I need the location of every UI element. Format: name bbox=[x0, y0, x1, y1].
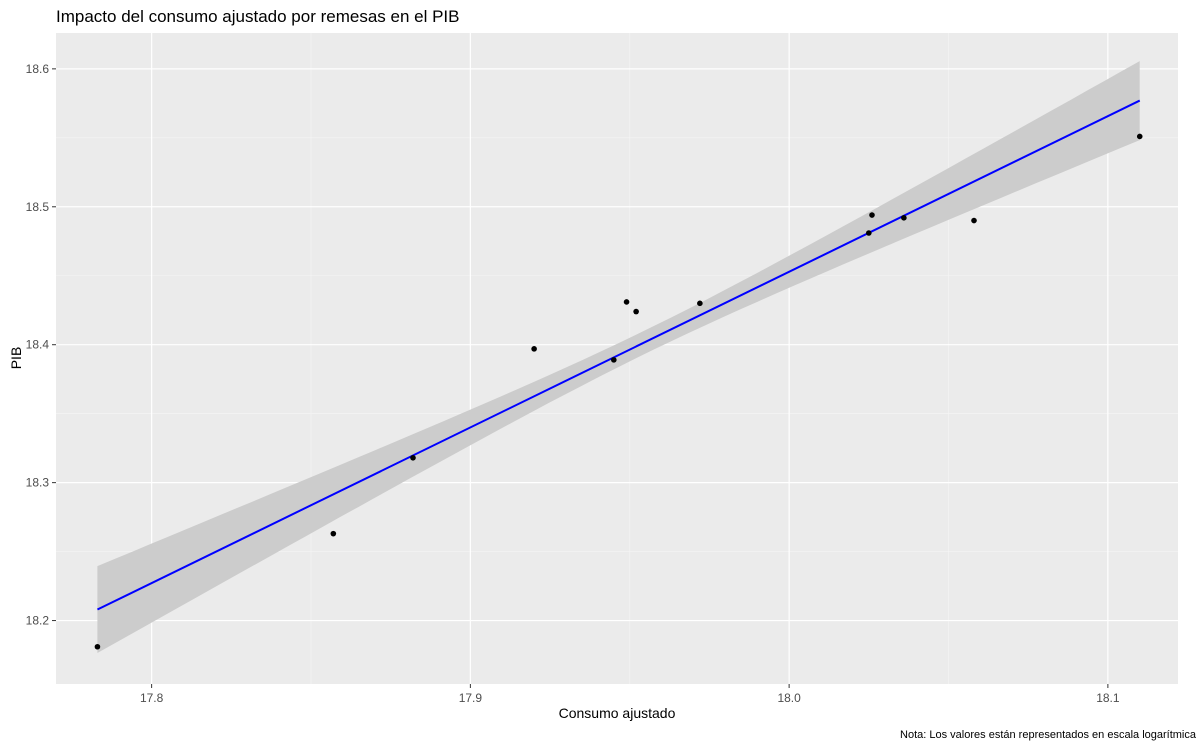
y-axis: 18.2 18.3 18.4 18.5 18.6 bbox=[26, 62, 56, 628]
regression-line bbox=[96, 99, 1141, 611]
data-point bbox=[901, 215, 907, 221]
x-axis-title: Consumo ajustado bbox=[558, 705, 676, 721]
chart-caption: Nota: Los valores están representados en… bbox=[900, 729, 1196, 741]
data-point bbox=[611, 357, 617, 363]
y-tick-label: 18.2 bbox=[26, 614, 50, 628]
data-points bbox=[94, 133, 1143, 650]
x-tick-label: 17.9 bbox=[459, 691, 483, 705]
chart-title: Impacto del consumo ajustado por remesas… bbox=[56, 7, 460, 26]
data-point bbox=[866, 230, 872, 236]
data-point bbox=[697, 300, 703, 307]
y-tick-label: 18.4 bbox=[26, 338, 50, 352]
confidence-band bbox=[97, 61, 1140, 654]
data-point bbox=[623, 299, 630, 305]
data-point bbox=[869, 212, 875, 218]
data-point bbox=[330, 530, 337, 537]
x-tick-label: 17.8 bbox=[140, 691, 164, 705]
data-point bbox=[94, 643, 101, 650]
data-point bbox=[971, 217, 977, 224]
y-tick-label: 18.6 bbox=[26, 62, 50, 76]
x-tick-label: 18.1 bbox=[1096, 691, 1120, 705]
data-point bbox=[531, 346, 537, 352]
data-point bbox=[410, 455, 416, 461]
data-point bbox=[633, 308, 639, 315]
y-axis-title: PIB bbox=[8, 346, 24, 370]
data-point bbox=[1136, 133, 1143, 140]
x-axis: 17.8 17.9 18.0 18.1 bbox=[140, 684, 1120, 705]
x-tick-label: 18.0 bbox=[777, 691, 801, 705]
y-tick-label: 18.5 bbox=[26, 200, 50, 214]
y-tick-label: 18.3 bbox=[26, 476, 50, 490]
